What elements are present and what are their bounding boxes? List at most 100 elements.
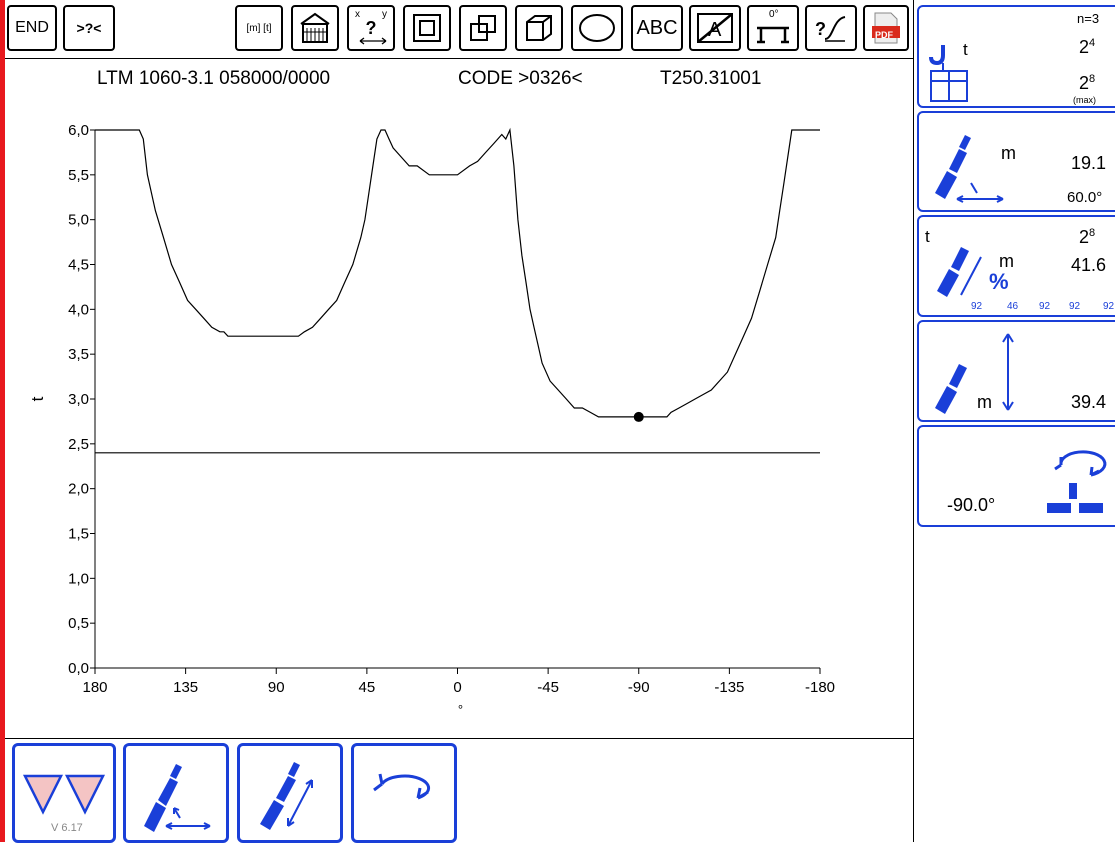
- text-off-button[interactable]: A: [689, 5, 741, 51]
- y-tick-label: 3,0: [68, 391, 89, 408]
- frame-button[interactable]: [403, 5, 451, 51]
- y-tick-label: 5,0: [68, 212, 89, 229]
- curve-help-button[interactable]: ?: [805, 5, 857, 51]
- xy-x-label: x: [355, 9, 360, 20]
- boom-radius-icon: [144, 764, 211, 832]
- height-value: 39.4: [1071, 392, 1107, 412]
- range-arrow-icon: [359, 37, 387, 45]
- triangles-icon: [22, 774, 106, 815]
- warning-triangles-button[interactable]: V 6.17: [12, 743, 116, 843]
- cube-button[interactable]: [515, 5, 563, 51]
- load-unit: t: [963, 40, 968, 59]
- y-axis-label: t: [28, 396, 47, 401]
- x-tick-label: 180: [82, 679, 107, 696]
- text-strike-icon: A: [697, 13, 733, 43]
- telescope-pct-5: 92: [1103, 301, 1115, 312]
- pdf-export-button[interactable]: PDF: [863, 5, 909, 51]
- pdf-icon: [872, 12, 900, 44]
- radius-unit: m: [1001, 143, 1016, 163]
- radius-mode-button[interactable]: [123, 743, 229, 843]
- y-tick-label: 3,5: [68, 346, 89, 363]
- level-angle-button[interactable]: 0°: [747, 5, 799, 51]
- y-tick-label: 4,5: [68, 257, 89, 274]
- code-text: CODE >0326<: [458, 68, 583, 89]
- vertical-arrow-icon: [1002, 333, 1014, 411]
- max-load-value: 28: [1079, 73, 1096, 93]
- text-button[interactable]: ABC: [631, 5, 683, 51]
- frame-icon: [413, 14, 441, 42]
- xy-y-label: y: [382, 9, 387, 20]
- slewing-panel[interactable]: -90.0°: [917, 425, 1115, 527]
- y-tick-label: 0,5: [68, 615, 89, 632]
- telescope-pct-2: 46: [1007, 301, 1019, 312]
- boom-length-icon: [260, 762, 313, 830]
- left-edge-bar: [0, 0, 5, 842]
- x-tick-label: -90: [628, 679, 650, 696]
- top-toolbar: END >?< [m] [t] x y ?: [5, 0, 913, 59]
- x-tick-label: -135: [714, 679, 744, 696]
- svg-text:A: A: [708, 19, 722, 41]
- radius-panel[interactable]: m 19.1 60.0°: [917, 111, 1115, 212]
- curve-query-icon: ?: [815, 16, 846, 42]
- boom-height-icon: [935, 364, 967, 414]
- end-label: END: [15, 19, 49, 36]
- angle-label: 0°: [769, 9, 779, 20]
- x-tick-label: -45: [537, 679, 559, 696]
- help-button[interactable]: >?<: [63, 5, 115, 51]
- y-tick-label: 0,0: [68, 660, 89, 677]
- current-position-marker: [633, 411, 644, 422]
- x-tick-label: 45: [359, 679, 376, 696]
- status-sidebar: t n=3 24 28 (max) m 19.1 60.0° t m % 28 …: [914, 0, 1115, 842]
- help-label: >?<: [76, 20, 102, 36]
- x-tick-label: 90: [268, 679, 285, 696]
- rotate-icon: [373, 773, 431, 800]
- height-unit: m: [977, 392, 992, 412]
- overlap-button[interactable]: [459, 5, 507, 51]
- hook-height-panel[interactable]: m 39.4: [917, 320, 1115, 422]
- sidebar-divider: [913, 0, 914, 842]
- overlap-squares-icon: [470, 15, 496, 41]
- max-label: (max): [1073, 95, 1096, 105]
- radius-value: 19.1: [1071, 153, 1107, 173]
- y-tick-label: 2,5: [68, 436, 89, 453]
- units-button[interactable]: [m] [t]: [235, 5, 283, 51]
- y-tick-label: 4,0: [68, 301, 89, 318]
- boom-length-icon: [937, 247, 982, 297]
- load-value: 24: [1079, 37, 1096, 57]
- x-tick-label: 0: [453, 679, 461, 696]
- telescope-pct-4: 92: [1069, 301, 1081, 312]
- boom-length-panel[interactable]: t m % 28 41.6 92 46 92 92 92: [917, 215, 1115, 317]
- text-label: ABC: [636, 16, 678, 39]
- xy-q-label: ?: [365, 17, 377, 38]
- building-icon: [300, 12, 330, 43]
- table-id: T250.31001: [660, 68, 762, 89]
- load-panel[interactable]: t n=3 24 28 (max): [917, 5, 1115, 108]
- end-button[interactable]: END: [7, 5, 57, 51]
- boom-angle-value: 60.0°: [1067, 189, 1103, 206]
- load-chart: 0,0 0,5 1,0 1,5 2,0 2,5 3,0 3,5 4,0 4,5 5,0 5,5 6,0 1…: [28, 122, 835, 717]
- svg-text:?: ?: [815, 19, 826, 39]
- slewing-angle-value: -90.0°: [947, 495, 996, 515]
- ellipse-icon: [579, 14, 615, 42]
- pdf-label: PDF: [875, 30, 893, 40]
- boom-radius-icon: [935, 135, 1004, 203]
- building-view-button[interactable]: [291, 5, 339, 51]
- version-label: V 6.17: [51, 822, 83, 834]
- slewing-icon: [1047, 450, 1107, 513]
- y-tick-label: 6,0: [68, 122, 89, 139]
- x-tick-label: -180: [805, 679, 835, 696]
- boom-length-button[interactable]: [237, 743, 343, 843]
- capacity-value: 28: [1079, 227, 1096, 247]
- falls-count: n=3: [1077, 11, 1100, 26]
- telescope-pct-1: 92: [971, 301, 983, 312]
- slewing-button[interactable]: [351, 743, 457, 843]
- xy-query-button[interactable]: x y ?: [347, 5, 395, 51]
- capacity-curve: [95, 127, 820, 418]
- ellipse-button[interactable]: [571, 5, 623, 51]
- boom-length-value: 41.6: [1071, 255, 1107, 275]
- chart-area: 0,0 0,5 1,0 1,5 2,0 2,5 3,0 3,5 4,0 4,5 5,0 5,5 6,0 1…: [5, 58, 913, 738]
- units-label: [m] [t]: [246, 22, 272, 34]
- capacity-unit: t: [925, 227, 930, 246]
- y-tick-label: 2,0: [68, 481, 89, 498]
- crane-model: LTM 1060-3.1 058000/0000: [97, 68, 331, 89]
